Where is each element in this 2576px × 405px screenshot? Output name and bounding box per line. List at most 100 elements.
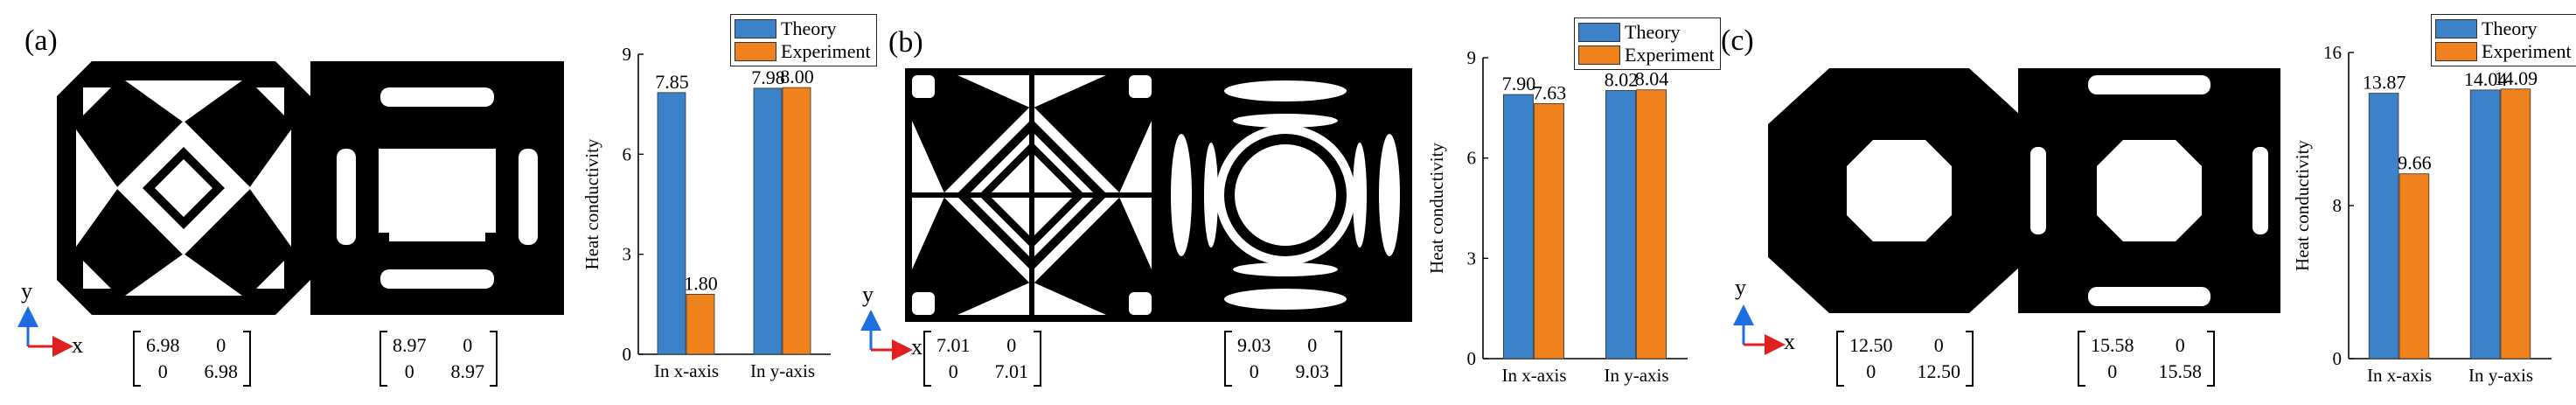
chart-legend: Theory Experiment bbox=[730, 14, 877, 66]
matrix-entry: 7.01 bbox=[994, 360, 1029, 382]
y-tick-label: 9 bbox=[1467, 47, 1477, 68]
data-label: 9.66 bbox=[2398, 152, 2432, 174]
coordinate-axes-icon: y x bbox=[17, 278, 96, 358]
matrix-entry: 0 bbox=[2107, 360, 2118, 382]
x-tick-label: In y-axis bbox=[1604, 365, 1668, 386]
chart-legend: Theory Experiment bbox=[1574, 17, 1721, 70]
legend-item: Theory bbox=[2435, 17, 2572, 40]
matrix-entry: 6.98 bbox=[146, 334, 180, 356]
bar-experiment bbox=[2500, 88, 2531, 360]
panel-label: (c) bbox=[1721, 24, 1754, 57]
data-label: 8.02 bbox=[1605, 68, 1639, 90]
x-axis-label: x bbox=[72, 332, 83, 358]
y-tick-label: 3 bbox=[1467, 248, 1477, 269]
matrix-entry: 0 bbox=[216, 334, 226, 356]
panel-label: (b) bbox=[888, 26, 923, 59]
microstructure-image bbox=[1768, 68, 2030, 313]
matrix-entry: 0 bbox=[463, 334, 473, 356]
data-label: 7.98 bbox=[751, 66, 785, 88]
data-label: 7.63 bbox=[1533, 81, 1567, 103]
matrix-entry: 0 bbox=[948, 360, 958, 382]
matrix-entry: 9.03 bbox=[1295, 360, 1330, 382]
legend-swatch-theory bbox=[735, 19, 776, 38]
legend-swatch-experiment bbox=[2435, 42, 2477, 61]
data-label: 13.87 bbox=[2363, 72, 2406, 94]
y-tick-label: 16 bbox=[2323, 42, 2342, 63]
data-label: 7.90 bbox=[1502, 73, 1536, 94]
bar-experiment bbox=[686, 293, 715, 355]
data-label: 14.09 bbox=[2495, 67, 2538, 89]
matrix-entry: 0 bbox=[1307, 334, 1318, 356]
matrix-entry: 6.98 bbox=[204, 360, 239, 382]
y-axis-title: Heat conductivity bbox=[1426, 143, 1447, 274]
matrix-entry: 0 bbox=[2175, 334, 2185, 356]
legend-swatch-theory bbox=[1578, 23, 1620, 42]
matrix-entry: 0 bbox=[1006, 334, 1017, 356]
y-tick-label: 6 bbox=[1467, 148, 1477, 169]
conductivity-matrix: 12.50 0 0 12.50 bbox=[1836, 331, 1974, 387]
x-tick-label: In y-axis bbox=[2468, 365, 2533, 386]
matrix-entry: 0 bbox=[404, 360, 414, 382]
matrix-entry: 0 bbox=[1866, 360, 1876, 382]
legend-item: Theory bbox=[735, 17, 871, 40]
matrix-entry: 0 bbox=[1249, 360, 1259, 382]
legend-swatch-experiment bbox=[1578, 45, 1620, 65]
x-tick-label: In x-axis bbox=[654, 360, 719, 381]
matrix-entry: 0 bbox=[1933, 334, 1944, 356]
data-label: 14.04 bbox=[2464, 68, 2508, 90]
legend-label: Theory bbox=[2482, 17, 2538, 39]
data-label: 8.00 bbox=[780, 66, 814, 87]
chart-legend: Theory Experiment bbox=[2431, 14, 2576, 66]
panel-a: (a) 6.98 0 0 6.98 bbox=[0, 0, 877, 405]
bar-theory bbox=[2469, 89, 2501, 360]
microstructure-image bbox=[2018, 68, 2280, 313]
y-tick-label: 0 bbox=[623, 344, 632, 365]
matrix-entry: 15.58 bbox=[2091, 334, 2134, 356]
microstructure-image bbox=[310, 61, 564, 315]
y-tick-label: 9 bbox=[623, 44, 632, 65]
legend-swatch-theory bbox=[2435, 19, 2477, 38]
bar-theory bbox=[753, 87, 783, 355]
bar-chart: 0 8 16 Heat conductivity 13.87 9.66 In x-axis 1… bbox=[2292, 42, 2552, 386]
legend-label: Experiment bbox=[1625, 44, 1715, 66]
legend-label: Theory bbox=[781, 17, 837, 39]
bar-theory bbox=[1503, 94, 1534, 360]
legend-item: Experiment bbox=[1578, 44, 1715, 66]
panel-c: (c) 12.50 0 0 12.50 15.58 0 0 15 bbox=[1714, 0, 2576, 405]
bar-experiment bbox=[1636, 89, 1667, 360]
conductivity-matrix: 9.03 0 0 9.03 bbox=[1224, 331, 1342, 387]
matrix-entry: 8.97 bbox=[393, 334, 427, 356]
x-tick-label: In x-axis bbox=[2367, 365, 2432, 386]
y-tick-label: 8 bbox=[2333, 195, 2343, 216]
bar-theory bbox=[657, 92, 686, 355]
microstructure-image bbox=[57, 61, 310, 315]
y-tick-label: 6 bbox=[623, 143, 632, 164]
x-axis-label: x bbox=[911, 334, 922, 360]
legend-item: Experiment bbox=[735, 40, 871, 63]
bar-theory bbox=[1605, 90, 1636, 360]
legend-item: Theory bbox=[1578, 21, 1715, 44]
matrix-entry: 15.58 bbox=[2158, 360, 2203, 382]
panel-label: (a) bbox=[24, 24, 58, 57]
legend-item: Experiment bbox=[2435, 40, 2572, 63]
y-axis-title: Heat conductivity bbox=[581, 138, 602, 269]
y-axis-label: y bbox=[862, 282, 874, 307]
coordinate-axes-icon: y x bbox=[1730, 273, 1808, 360]
x-tick-label: In y-axis bbox=[750, 360, 815, 381]
matrix-entry: 12.50 bbox=[1917, 360, 1961, 382]
legend-swatch-experiment bbox=[735, 42, 776, 61]
bar-theory bbox=[2368, 93, 2399, 360]
bar-chart: 0 3 6 9 Heat conductivity 7.85 1.80 In x-axis 7.… bbox=[581, 44, 831, 381]
y-tick-label: 3 bbox=[623, 244, 632, 265]
matrix-entry: 12.50 bbox=[1849, 334, 1893, 356]
conductivity-matrix: 6.98 0 0 6.98 bbox=[133, 331, 251, 387]
bar-experiment bbox=[1534, 102, 1564, 360]
y-tick-label: 0 bbox=[2333, 348, 2343, 369]
conductivity-matrix: 15.58 0 0 15.58 bbox=[2078, 331, 2215, 387]
legend-label: Experiment bbox=[2482, 40, 2572, 62]
x-tick-label: In x-axis bbox=[1501, 365, 1566, 386]
y-axis-label: y bbox=[21, 278, 32, 304]
matrix-entry: 0 bbox=[157, 360, 168, 382]
matrix-entry: 7.01 bbox=[936, 334, 971, 356]
y-axis-title: Heat conductivity bbox=[2292, 140, 2313, 271]
